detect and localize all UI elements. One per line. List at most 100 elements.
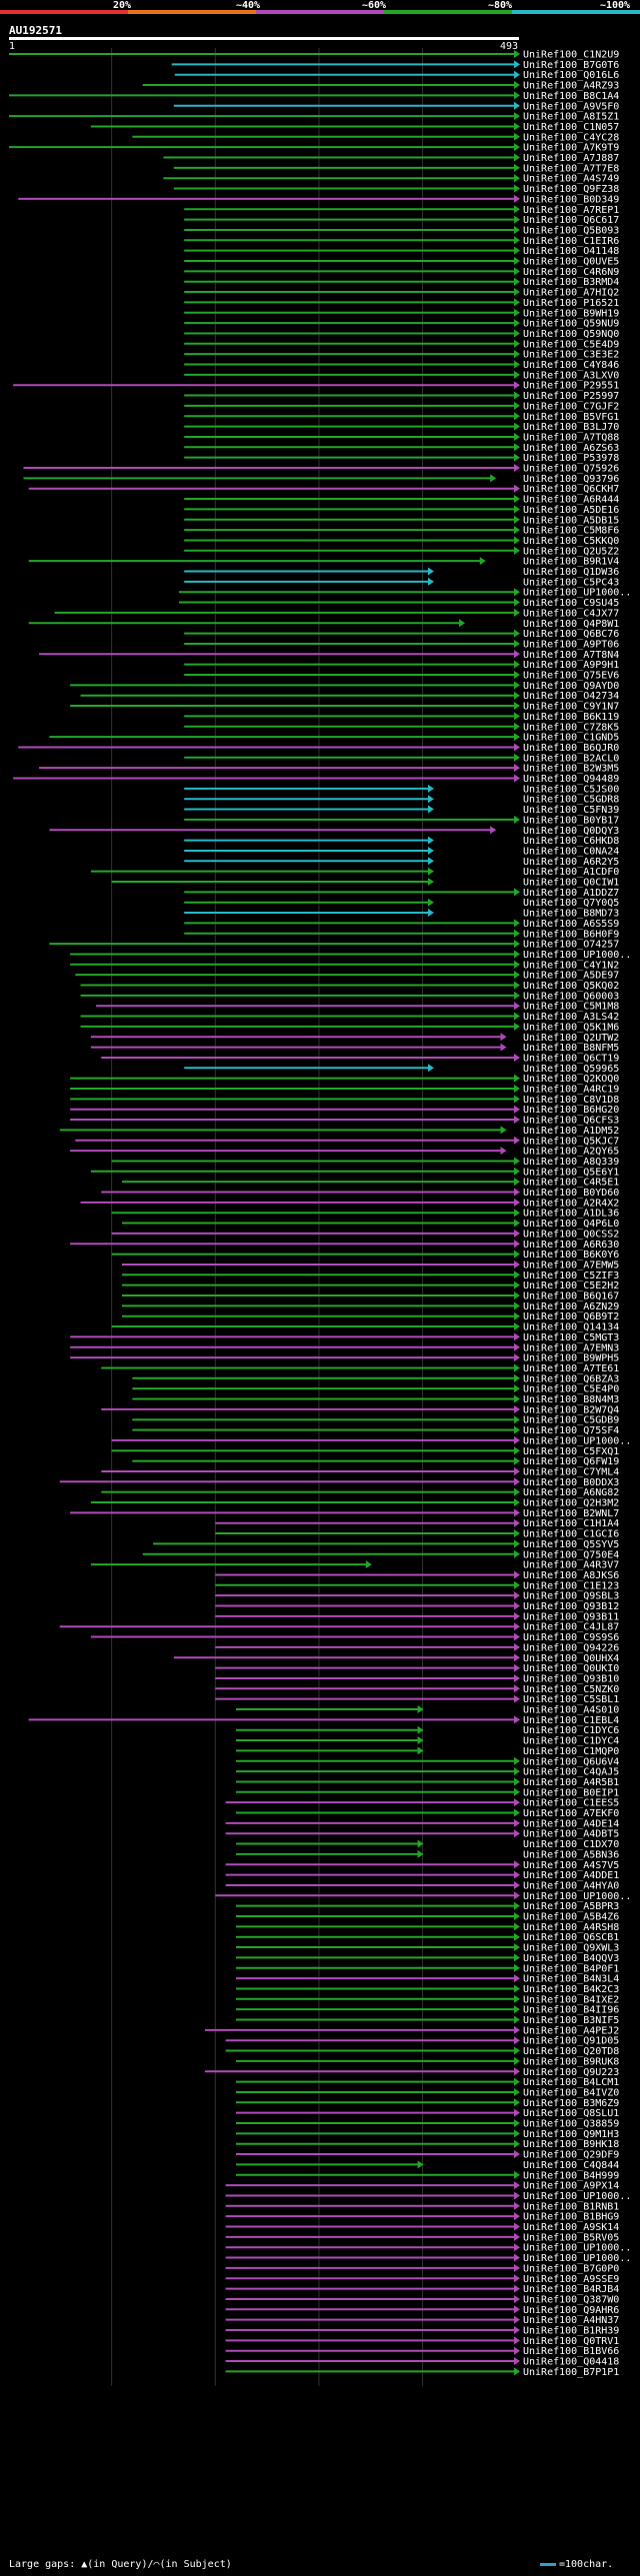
hit-row[interactable]: UniRef100_B4II96 (236, 2005, 619, 2016)
hit-row[interactable]: UniRef100_Q5SYV5 (153, 1539, 619, 1550)
hit-row[interactable]: UniRef100_C7Z8K5 (184, 722, 619, 733)
hit-row[interactable]: UniRef100_A4HYA0 (225, 1880, 620, 1891)
hit-row[interactable]: UniRef100_C4R5E1 (121, 1178, 619, 1189)
hit-row[interactable]: UniRef100_A9PX14 (225, 2181, 620, 2192)
hit-row[interactable]: UniRef100_B6K0Y6 (111, 1250, 620, 1261)
hit-row[interactable]: UniRef100_Q9U223 (204, 2067, 619, 2078)
hit-row[interactable]: UniRef100_P25997 (184, 391, 619, 402)
hit-row[interactable]: UniRef100_Q6FW19 (132, 1456, 619, 1467)
hit-row[interactable]: UniRef100_A4RSH8 (236, 1922, 619, 1933)
hit-row[interactable]: UniRef100_A8I5Z1 (9, 112, 619, 123)
hit-row[interactable]: UniRef100_Q93B10 (215, 1673, 619, 1684)
hit-row[interactable]: UniRef100_Q0DQY3 (49, 826, 619, 837)
hit-row[interactable]: UniRef100_B1BHG9 (225, 2212, 620, 2223)
hit-row[interactable]: UniRef100_C1DYC4 (236, 1736, 619, 1747)
hit-row[interactable]: UniRef100_C4R6N9 (184, 267, 619, 278)
hit-row[interactable]: UniRef100_A4S7V5 (225, 1860, 620, 1871)
hit-row[interactable]: UniRef100_B4LCM1 (236, 2077, 619, 2088)
hit-row[interactable]: UniRef100_Q0CSS2 (111, 1229, 620, 1240)
hit-row[interactable]: UniRef100_B2ACL0 (184, 753, 619, 764)
hit-row[interactable]: UniRef100_C5M8F6 (184, 526, 619, 537)
hit-row[interactable]: UniRef100_A1DM52 (59, 1126, 620, 1137)
hit-row[interactable]: UniRef100_C5GDB9 (132, 1415, 619, 1426)
hit-row[interactable]: UniRef100_C6HKD8 (184, 836, 619, 847)
hit-row[interactable]: UniRef100_A4DBT5 (225, 1829, 620, 1840)
hit-row[interactable]: UniRef100_B9HK18 (236, 2139, 619, 2150)
hit-row[interactable]: UniRef100_B2W7Q4 (101, 1404, 619, 1415)
hit-row[interactable]: UniRef100_B4P0F1 (236, 1963, 619, 1974)
hit-row[interactable]: UniRef100_A2R4X2 (80, 1198, 620, 1209)
hit-row[interactable]: UniRef100_Q5B093 (184, 225, 619, 236)
hit-row[interactable]: UniRef100_C5JS00 (184, 784, 619, 795)
hit-row[interactable]: UniRef100_Q0UKI0 (215, 1663, 619, 1674)
hit-row[interactable]: UniRef100_C5PC43 (184, 577, 619, 588)
hit-row[interactable]: UniRef100_Q6C617 (184, 215, 619, 226)
hit-row[interactable]: UniRef100_C3E3E2 (184, 350, 619, 361)
hit-row[interactable]: UniRef100_A6R2Y5 (184, 857, 619, 868)
hit-row[interactable]: UniRef100_Q9FZ38 (173, 184, 620, 195)
hit-row[interactable]: UniRef100_A1DDZ7 (184, 888, 619, 899)
hit-row[interactable]: UniRef100_Q387W0 (225, 2294, 620, 2305)
hit-row[interactable]: UniRef100_C1DYC6 (236, 1725, 619, 1736)
hit-row[interactable]: UniRef100_Q60003 (80, 991, 620, 1002)
hit-row[interactable]: UniRef100_B0D349 (18, 194, 619, 205)
hit-row[interactable]: UniRef100_A7EKF0 (236, 1808, 619, 1819)
hit-row[interactable]: UniRef100_C5FN39 (184, 805, 619, 816)
hit-row[interactable]: UniRef100_B9R1V4 (28, 557, 620, 568)
hit-row[interactable]: UniRef100_Q6CFS3 (70, 1116, 619, 1127)
hit-row[interactable]: UniRef100_C1MQP0 (236, 1746, 619, 1757)
hit-row[interactable]: UniRef100_B5VFG1 (184, 412, 619, 423)
hit-row[interactable]: UniRef100_B8NFM5 (90, 1043, 619, 1054)
hit-row[interactable]: UniRef100_UP1000.. (225, 2253, 632, 2264)
hit-row[interactable]: UniRef100_O42734 (80, 691, 620, 702)
hit-row[interactable]: UniRef100_C5KKQ0 (184, 536, 619, 547)
hit-row[interactable]: UniRef100_A1DL36 (111, 1209, 620, 1220)
hit-row[interactable]: UniRef100_A7EMN3 (70, 1342, 619, 1353)
hit-row[interactable]: UniRef100_Q5KQ02 (80, 981, 620, 992)
hit-row[interactable]: UniRef100_C1H1A4 (215, 1518, 619, 1529)
hit-row[interactable]: UniRef100_A6R630 (70, 1240, 619, 1251)
hit-row[interactable]: UniRef100_UP1000.. (225, 2243, 632, 2254)
hit-row[interactable]: UniRef100_A7REP1 (184, 205, 619, 216)
hit-row[interactable]: UniRef100_O41148 (184, 246, 619, 257)
hit-row[interactable]: UniRef100_Q4P6L0 (121, 1219, 619, 1230)
hit-row[interactable]: UniRef100_A2QY65 (70, 1147, 619, 1158)
hit-row[interactable]: UniRef100_A4RC19 (70, 1085, 619, 1096)
hit-row[interactable]: UniRef100_B7P1P1 (225, 2367, 620, 2378)
hit-row[interactable]: UniRef100_UP1000.. (70, 950, 631, 961)
hit-row[interactable]: UniRef100_B0DDX3 (59, 1477, 620, 1488)
hit-row[interactable]: UniRef100_UP1000.. (225, 2191, 632, 2202)
hit-row[interactable]: UniRef100_B3NIF5 (236, 2015, 619, 2026)
hit-row[interactable]: UniRef100_A5B4Z6 (236, 1912, 619, 1923)
hit-row[interactable]: UniRef100_Q91D05 (225, 2036, 620, 2047)
hit-row[interactable]: UniRef100_P53978 (184, 453, 619, 464)
hit-row[interactable]: UniRef100_C5SBL1 (215, 1694, 619, 1705)
hit-row[interactable]: UniRef100_C7GJF2 (184, 401, 619, 412)
hit-row[interactable]: UniRef100_C5NZK0 (215, 1684, 619, 1695)
hit-row[interactable]: UniRef100_B4H999 (236, 2170, 619, 2181)
hit-row[interactable]: UniRef100_A6NG82 (101, 1487, 619, 1498)
hit-row[interactable]: UniRef100_A4R3V7 (90, 1560, 619, 1571)
hit-row[interactable]: UniRef100_Q93796 (23, 474, 620, 485)
hit-row[interactable]: UniRef100_B7G0T6 (171, 60, 620, 71)
hit-row[interactable]: UniRef100_B9WPH5 (70, 1353, 619, 1364)
hit-row[interactable]: UniRef100_Q04418 (225, 2357, 620, 2368)
hit-row[interactable]: UniRef100_A7T8N4 (39, 650, 619, 661)
hit-row[interactable]: UniRef100_B4IVZ0 (236, 2087, 619, 2098)
hit-row[interactable]: UniRef100_A6ZN29 (121, 1301, 619, 1312)
hit-row[interactable]: UniRef100_C7YML4 (101, 1466, 619, 1477)
hit-row[interactable]: UniRef100_A9V5F0 (173, 101, 620, 112)
hit-row[interactable]: UniRef100_A4DDE1 (225, 1870, 620, 1881)
hit-row[interactable]: UniRef100_C1N057 (90, 122, 619, 133)
hit-row[interactable]: UniRef100_C5MGT3 (70, 1332, 619, 1343)
hit-row[interactable]: UniRef100_C4JX77 (54, 608, 620, 619)
hit-row[interactable]: UniRef100_C4JL87 (59, 1622, 620, 1633)
hit-row[interactable]: UniRef100_C1EES5 (225, 1798, 620, 1809)
hit-row[interactable]: UniRef100_Q29DF9 (236, 2150, 619, 2161)
hit-row[interactable]: UniRef100_B0EIP1 (236, 1787, 619, 1798)
hit-row[interactable]: UniRef100_Q93B12 (215, 1601, 619, 1612)
hit-row[interactable]: UniRef100_A9SK14 (225, 2222, 620, 2233)
hit-row[interactable]: UniRef100_Q94226 (215, 1642, 619, 1653)
hit-row[interactable]: UniRef100_B2W3M5 (39, 764, 619, 775)
hit-row[interactable]: UniRef100_C4QAJ5 (236, 1767, 619, 1778)
